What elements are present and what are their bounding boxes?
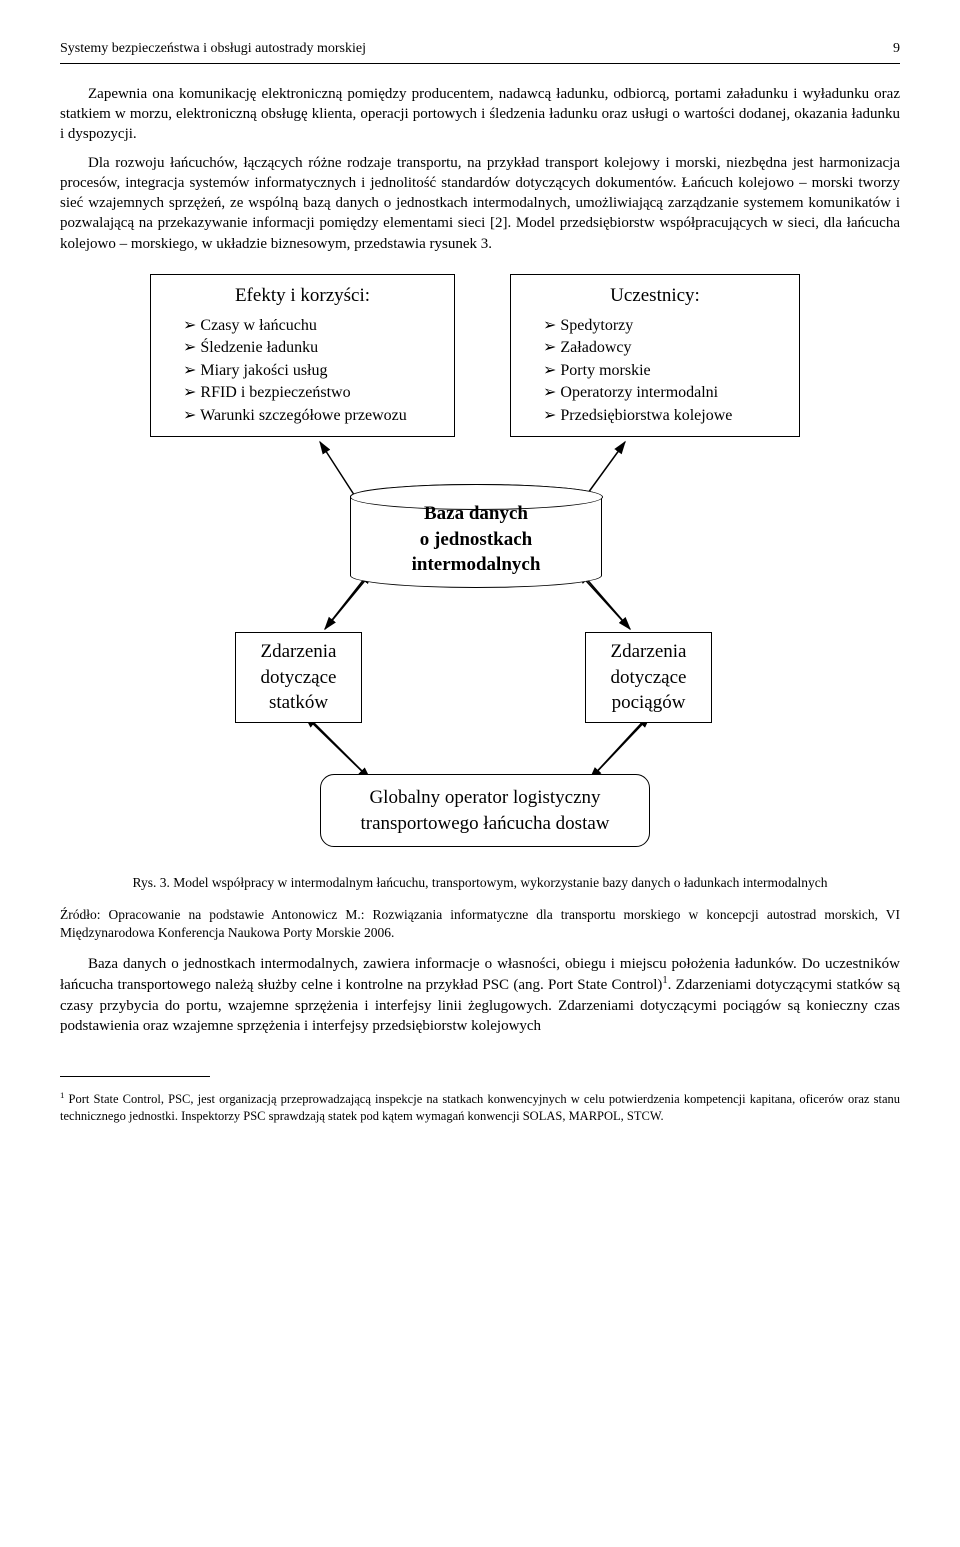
- participants-item: Przedsiębiorstwa kolejowe: [543, 405, 785, 427]
- participants-item: Załadowcy: [543, 337, 785, 359]
- operator-line: transportowego łańcucha dostaw: [335, 811, 635, 837]
- paragraph-1: Zapewnia ona komunikację elektroniczną p…: [60, 84, 900, 145]
- ships-events-box: Zdarzenia dotyczące statków: [235, 632, 362, 723]
- effects-list: Czasy w łańcuchu Śledzenie ładunku Miary…: [165, 315, 440, 427]
- participants-box: Uczestnicy: Spedytorzy Załadowcy Porty m…: [510, 274, 800, 437]
- database-node: Baza danych o jednostkach intermodalnych: [350, 484, 602, 588]
- trains-line: dotyczące: [596, 665, 701, 691]
- effects-item: Warunki szczegółowe przewozu: [183, 405, 440, 427]
- effects-title: Efekty i korzyści:: [165, 283, 440, 309]
- ships-line: dotyczące: [246, 665, 351, 691]
- participants-item: Porty morskie: [543, 360, 785, 382]
- participants-item: Spedytorzy: [543, 315, 785, 337]
- global-operator-box: Globalny operator logistyczny transporto…: [320, 774, 650, 847]
- trains-events-box: Zdarzenia dotyczące pociągów: [585, 632, 712, 723]
- effects-item: RFID i bezpieczeństwo: [183, 382, 440, 404]
- effects-item: Czasy w łańcuchu: [183, 315, 440, 337]
- ships-line: statków: [246, 690, 351, 716]
- effects-item: Śledzenie ładunku: [183, 337, 440, 359]
- effects-box: Efekty i korzyści: Czasy w łańcuchu Śled…: [150, 274, 455, 437]
- footnote-1: 1 Port State Control, PSC, jest organiza…: [60, 1090, 900, 1125]
- footnote-marker: 1: [60, 1090, 64, 1100]
- db-line: Baza danych: [351, 501, 601, 527]
- page-number: 9: [893, 40, 900, 59]
- trains-line: Zdarzenia: [596, 639, 701, 665]
- figure-3-diagram: Efekty i korzyści: Czasy w łańcuchu Śled…: [150, 274, 810, 864]
- paragraph-3: Baza danych o jednostkach intermodalnych…: [60, 954, 900, 1036]
- footnote-text: Port State Control, PSC, jest organizacj…: [60, 1092, 900, 1123]
- operator-line: Globalny operator logistyczny: [335, 785, 635, 811]
- paragraph-2: Dla rozwoju łańcuchów, łączących różne r…: [60, 153, 900, 254]
- ships-line: Zdarzenia: [246, 639, 351, 665]
- participants-title: Uczestnicy:: [525, 283, 785, 309]
- effects-item: Miary jakości usług: [183, 360, 440, 382]
- participants-list: Spedytorzy Załadowcy Porty morskie Opera…: [525, 315, 785, 427]
- figure-caption: Rys. 3. Model współpracy w intermodalnym…: [60, 874, 900, 892]
- running-header: Systemy bezpieczeństwa i obsługi autostr…: [60, 40, 900, 64]
- participants-item: Operatorzy intermodalni: [543, 382, 785, 404]
- figure-source: Źródło: Opracowanie na podstawie Antonow…: [60, 906, 900, 942]
- trains-line: pociągów: [596, 690, 701, 716]
- footnote-separator: [60, 1076, 210, 1077]
- db-line: o jednostkach: [351, 527, 601, 553]
- db-line: intermodalnych: [351, 552, 601, 578]
- header-title: Systemy bezpieczeństwa i obsługi autostr…: [60, 41, 366, 56]
